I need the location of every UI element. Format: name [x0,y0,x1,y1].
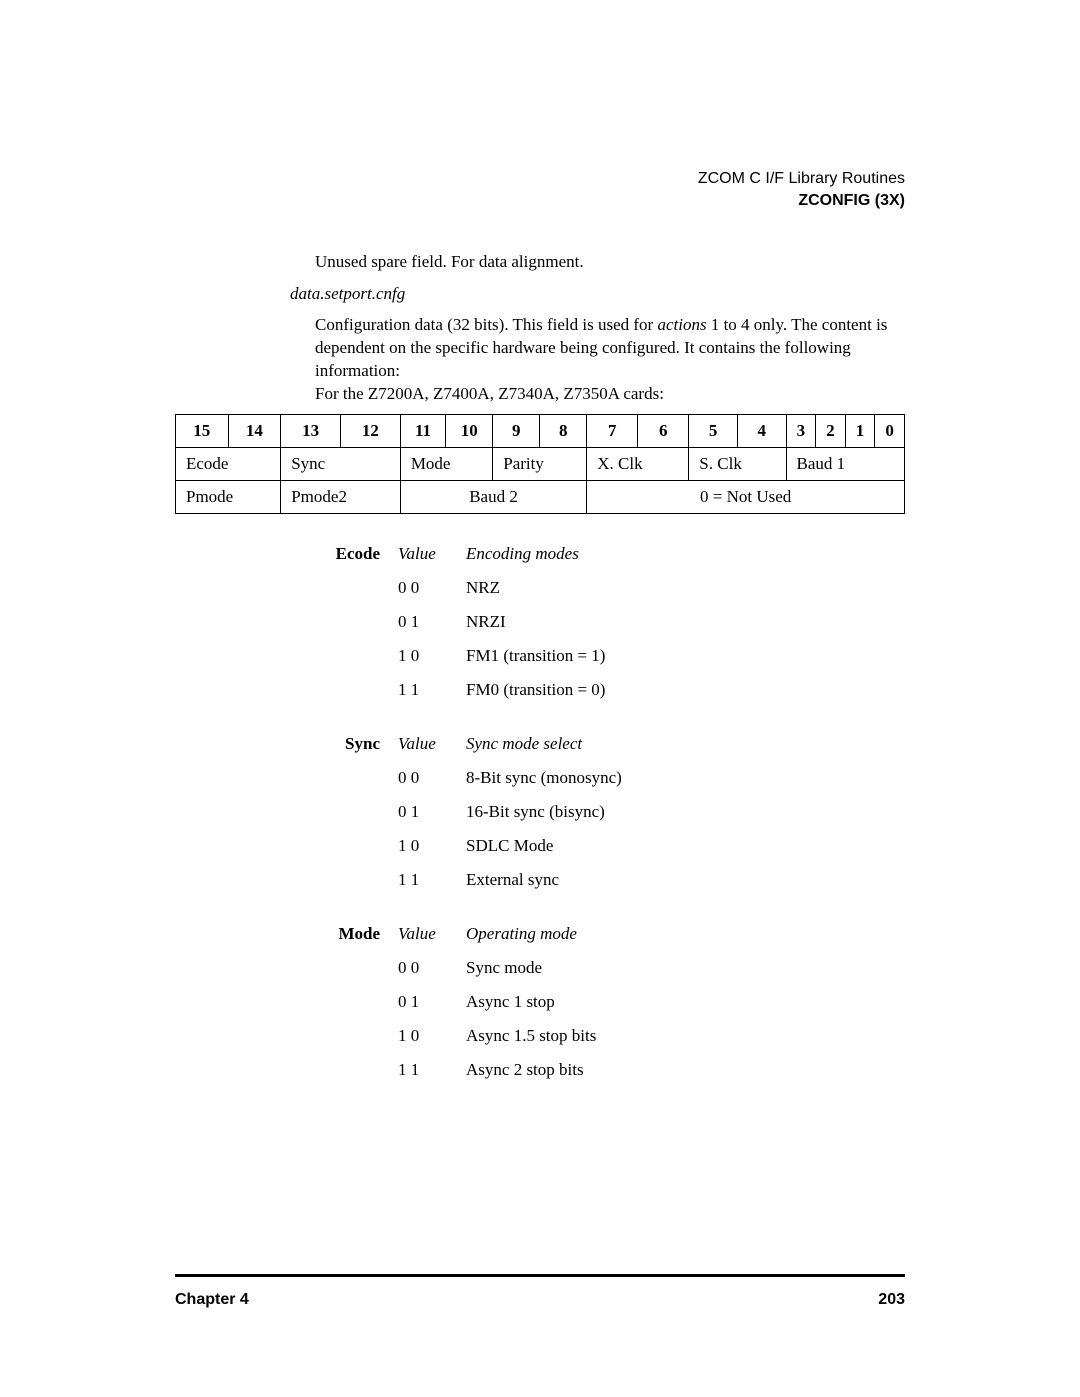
bit-header: 14 [228,414,281,447]
def-term: Sync [290,734,398,754]
def-row: 1 0 SDLC Mode [290,836,905,856]
def-desc: External sync [466,870,559,890]
def-val: 1 0 [398,646,466,666]
bit-header: 7 [587,414,638,447]
def-header-row: Sync Value Sync mode select [290,734,905,754]
def-val: 0 0 [398,768,466,788]
def-row: 1 1 Async 2 stop bits [290,1060,905,1080]
def-desc: FM1 (transition = 1) [466,646,605,666]
bit-field: Baud 2 [400,480,586,513]
def-val: 0 0 [398,578,466,598]
footer-chapter: Chapter 4 [175,1291,249,1309]
bit-header: 12 [341,414,401,447]
def-row: 1 0 Async 1.5 stop bits [290,1026,905,1046]
def-val: 0 1 [398,802,466,822]
def-desc: NRZI [466,612,506,632]
def-block-ecode: Ecode Value Encoding modes 0 0 NRZ 0 1 N… [290,544,905,700]
page: ZCOM C I/F Library Routines ZCONFIG (3X)… [0,0,1080,1397]
def-desc: Sync mode [466,958,542,978]
def-val-header: Value [398,734,466,754]
bit-header: 8 [540,414,587,447]
def-block-mode: Mode Value Operating mode 0 0 Sync mode … [290,924,905,1080]
config-text-actions: actions [657,315,706,334]
def-val: 0 0 [398,958,466,978]
def-val: 1 1 [398,680,466,700]
para-unused: Unused spare field. For data alignment. [315,250,905,274]
bit-header: 2 [816,414,846,447]
bit-field: Mode [400,447,492,480]
def-term: Mode [290,924,398,944]
bit-layout-table: 15 14 13 12 11 10 9 8 7 6 5 4 3 2 1 0 Ec… [175,414,905,514]
bit-header: 6 [638,414,689,447]
bit-field: Baud 1 [786,447,904,480]
bit-header: 9 [493,414,540,447]
bit-header: 15 [176,414,229,447]
bit-header: 10 [446,414,493,447]
config-text-4: For the Z7200A, Z7400A, Z7340A, Z7350A c… [315,384,664,403]
def-row: 0 0 Sync mode [290,958,905,978]
bit-header: 4 [737,414,786,447]
def-desc: 16-Bit sync (bisync) [466,802,605,822]
def-row: 0 0 NRZ [290,578,905,598]
config-text-1: Configuration data (32 bits). This field… [315,315,657,334]
def-desc-header: Sync mode select [466,734,582,754]
bit-header: 3 [786,414,816,447]
bit-field: Ecode [176,447,281,480]
def-desc: Async 2 stop bits [466,1060,584,1080]
table-row: 15 14 13 12 11 10 9 8 7 6 5 4 3 2 1 0 [176,414,905,447]
table-row: Ecode Sync Mode Parity X. Clk S. Clk Bau… [176,447,905,480]
def-desc-header: Encoding modes [466,544,579,564]
bit-header: 11 [400,414,445,447]
def-val: 0 1 [398,992,466,1012]
page-footer: Chapter 4 203 [175,1291,905,1309]
def-desc: Async 1.5 stop bits [466,1026,596,1046]
header-top: ZCOM C I/F Library Routines [175,170,905,188]
bit-field: S. Clk [689,447,786,480]
def-val: 1 0 [398,836,466,856]
def-desc: NRZ [466,578,500,598]
def-desc-header: Operating mode [466,924,577,944]
footer-divider [175,1274,905,1277]
def-desc: FM0 (transition = 0) [466,680,605,700]
def-term: Ecode [290,544,398,564]
def-row: 1 1 External sync [290,870,905,890]
def-row: 0 0 8-Bit sync (monosync) [290,768,905,788]
def-block-sync: Sync Value Sync mode select 0 0 8-Bit sy… [290,734,905,890]
def-val: 1 1 [398,870,466,890]
bit-header: 5 [689,414,738,447]
def-row: 0 1 Async 1 stop [290,992,905,1012]
def-header-row: Ecode Value Encoding modes [290,544,905,564]
bit-field: Sync [281,447,401,480]
def-val: 1 0 [398,1026,466,1046]
bit-field: Pmode [176,480,281,513]
def-header-row: Mode Value Operating mode [290,924,905,944]
def-row: 1 1 FM0 (transition = 0) [290,680,905,700]
def-val: 1 1 [398,1060,466,1080]
bit-field: Parity [493,447,587,480]
def-row: 0 1 NRZI [290,612,905,632]
label-setport: data.setport.cnfg [290,284,905,304]
bit-field: Pmode2 [281,480,401,513]
def-row: 1 0 FM1 (transition = 1) [290,646,905,666]
bit-header: 1 [845,414,875,447]
table-row: Pmode Pmode2 Baud 2 0 = Not Used [176,480,905,513]
def-desc: Async 1 stop [466,992,555,1012]
config-paragraph: Configuration data (32 bits). This field… [315,314,905,406]
def-desc: 8-Bit sync (monosync) [466,768,622,788]
footer-page-number: 203 [878,1291,905,1309]
bit-header: 0 [875,414,905,447]
header-sub: ZCONFIG (3X) [175,192,905,210]
bit-field: 0 = Not Used [587,480,905,513]
def-val-header: Value [398,544,466,564]
def-desc: SDLC Mode [466,836,553,856]
bit-field: X. Clk [587,447,689,480]
page-header: ZCOM C I/F Library Routines ZCONFIG (3X) [175,170,905,210]
bit-header: 13 [281,414,341,447]
def-val-header: Value [398,924,466,944]
def-val: 0 1 [398,612,466,632]
def-row: 0 1 16-Bit sync (bisync) [290,802,905,822]
